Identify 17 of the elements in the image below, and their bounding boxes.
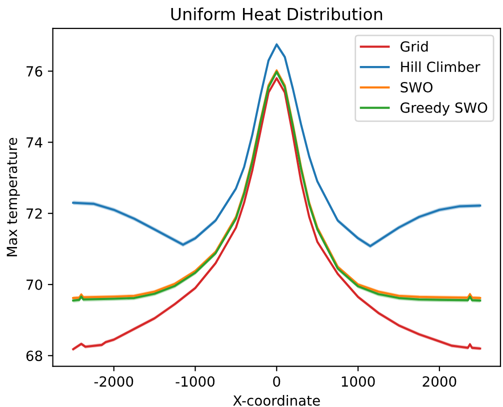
legend-label: Grid	[400, 40, 428, 52]
x-tick-label: -1000	[176, 376, 215, 387]
legend-label: Greedy SWO	[400, 102, 488, 116]
y-tick-label: 72	[26, 208, 42, 219]
y-tick-label: 70	[26, 279, 42, 290]
y-tick-label: 74	[26, 137, 42, 148]
x-tick-label: 2000	[422, 376, 456, 387]
chart-title: Uniform Heat Distribution	[171, 7, 382, 20]
y-axis-title: Max temperature	[6, 138, 20, 256]
y-tick-label: 76	[26, 66, 42, 77]
x-tick-label: 0	[273, 376, 280, 387]
x-tick-label: -2000	[94, 376, 134, 387]
x-tick-label: 1000	[342, 376, 375, 387]
y-tick-label: 68	[26, 350, 42, 362]
legend-label: SWO	[400, 82, 432, 93]
x-axis-title: X-coordinate	[233, 395, 320, 406]
legend-label: Hill Climber	[401, 61, 480, 72]
